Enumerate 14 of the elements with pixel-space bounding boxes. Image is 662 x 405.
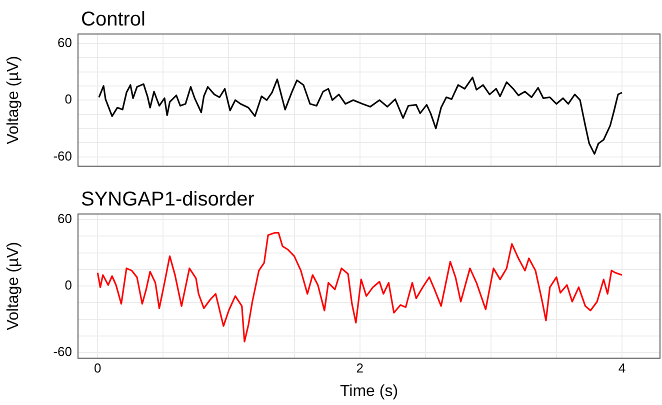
y-tick-label: -60	[53, 148, 72, 164]
y-axis-title: Voltage (µV)	[5, 242, 22, 330]
y-tick-label: 0	[64, 278, 72, 293]
x-axis-title: Time (s)	[340, 382, 398, 400]
chart-title: SYNGAP1-disorder	[81, 188, 255, 211]
y-tick-label: 0	[64, 92, 72, 107]
y-tick-label: 60	[58, 35, 72, 50]
y-tick-label: -60	[53, 344, 72, 360]
x-tick-label: 4	[618, 360, 626, 376]
chart-title: Control	[81, 8, 146, 31]
y-tick-label: 60	[58, 211, 72, 226]
x-tick-label: 2	[356, 360, 364, 376]
x-tick-label: 0	[94, 360, 102, 376]
y-axis-title: Voltage (µV)	[5, 56, 22, 144]
